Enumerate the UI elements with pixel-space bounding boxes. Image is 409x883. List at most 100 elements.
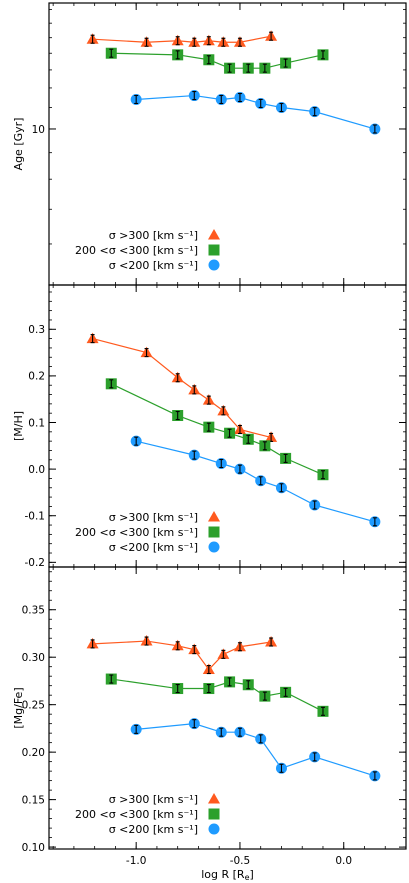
legend-marker	[208, 823, 220, 835]
error-bar	[90, 334, 95, 344]
error-bar	[227, 677, 232, 687]
error-bar	[192, 37, 197, 47]
error-bar	[237, 424, 242, 435]
series-line	[92, 640, 272, 671]
error-bar	[134, 94, 139, 105]
panel-3: -1.0 -0.5 0.0 0.10 0.15 0.20 0.25 0.30 0.35 [Mg/F…	[12, 566, 407, 867]
series-1	[86, 332, 278, 442]
y-axis-label: Age [Gyr]	[12, 118, 25, 171]
error-bar	[134, 436, 139, 446]
legend-label: σ >300 [km s⁻¹]	[109, 511, 198, 524]
error-bar	[219, 727, 224, 737]
legend-label: 200 <σ <300 [km s⁻¹]	[75, 526, 198, 539]
error-bar	[246, 63, 251, 73]
error-bar	[237, 464, 242, 474]
y-tick-label: -0.2	[25, 557, 46, 569]
series-line	[136, 723, 376, 777]
y-tick-label: 10	[32, 124, 45, 136]
y-axis-label: [M/H]	[12, 411, 25, 441]
error-bar	[192, 719, 197, 729]
error-bar	[246, 434, 251, 444]
x-tick-label: -1.0	[126, 855, 147, 867]
legend-marker	[208, 808, 220, 820]
error-bar	[269, 637, 274, 647]
error-bar	[175, 641, 180, 651]
error-bar	[109, 674, 114, 684]
x-tick-label: 0.0	[335, 855, 352, 867]
y-axis-label: [Mg/Fe]	[12, 687, 25, 728]
error-bar	[192, 450, 197, 460]
legend-label: σ <200 [km s⁻¹]	[109, 823, 198, 836]
error-bar	[192, 645, 197, 655]
error-bar	[175, 373, 180, 383]
error-bar	[258, 98, 263, 109]
y-tick-label: 0.10	[22, 842, 45, 854]
error-bar	[134, 724, 139, 734]
error-bar	[175, 410, 180, 421]
error-bar	[206, 36, 211, 46]
legend-marker	[208, 541, 220, 553]
error-bar	[219, 94, 224, 105]
legend-label: σ <200 [km s⁻¹]	[109, 541, 198, 554]
series-3	[130, 718, 381, 782]
series-2	[105, 378, 329, 481]
error-bar	[258, 476, 263, 486]
error-bar	[144, 348, 149, 358]
legend-label: σ >300 [km s⁻¹]	[109, 793, 198, 806]
major-ticks	[49, 3, 406, 285]
error-bar	[175, 50, 180, 60]
panel-2: -0.2 -0.1 0.0 0.1 0.2 0.3 [M/H] σ >300 [km s⁻¹]…	[12, 284, 407, 569]
error-bar	[144, 636, 149, 646]
error-bar	[237, 727, 242, 737]
error-bar	[144, 37, 149, 47]
legend-marker	[208, 229, 220, 240]
major-ticks	[49, 567, 406, 849]
error-bar	[206, 422, 211, 432]
error-bar	[283, 58, 288, 68]
series-3	[130, 90, 381, 135]
y-tick-label: 0.25	[22, 699, 45, 711]
y-tick-label: 0.35	[22, 605, 45, 617]
error-bar	[258, 734, 263, 744]
error-bar	[206, 55, 211, 65]
error-bar	[192, 385, 197, 395]
minor-ticks	[49, 285, 406, 567]
error-bar	[175, 683, 180, 694]
major-ticks	[49, 285, 406, 567]
error-bar	[372, 771, 377, 781]
error-bar	[279, 102, 284, 113]
legend-marker	[208, 793, 220, 804]
x-axis-label: log R [Re]	[201, 868, 254, 882]
legend-marker	[208, 259, 220, 271]
minor-ticks	[49, 567, 406, 849]
error-bar	[192, 91, 197, 101]
error-bar	[206, 395, 211, 405]
error-bar	[246, 680, 251, 690]
error-bar	[237, 642, 242, 652]
y-tick-label: 0.3	[28, 324, 45, 336]
legend-label: σ >300 [km s⁻¹]	[109, 229, 198, 242]
error-bar	[221, 37, 226, 47]
series-2	[105, 47, 329, 74]
error-bar	[372, 517, 377, 527]
y-tick-label: 0.2	[28, 371, 45, 383]
error-bar	[262, 441, 267, 451]
error-bar	[312, 500, 317, 510]
legend-marker	[208, 511, 220, 522]
error-bar	[269, 31, 274, 41]
error-bar	[221, 649, 226, 659]
plot-frame	[48, 566, 407, 850]
error-bar	[279, 763, 284, 773]
series-line	[111, 52, 324, 69]
y-tick-label: -0.1	[25, 511, 46, 523]
y-tick-label: 0.1	[28, 417, 45, 429]
legend: σ >300 [km s⁻¹] 200 <σ <300 [km s⁻¹] σ <20…	[75, 793, 220, 836]
error-bar	[90, 639, 95, 649]
legend: σ >300 [km s⁻¹] 200 <σ <300 [km s⁻¹] σ <20…	[75, 229, 220, 272]
series-3	[130, 435, 381, 528]
error-bar	[109, 379, 114, 389]
y-tick-label: 0.0	[28, 464, 45, 476]
series-line	[92, 35, 272, 43]
error-bar	[312, 752, 317, 762]
x-tick-label: -0.5	[230, 855, 251, 867]
